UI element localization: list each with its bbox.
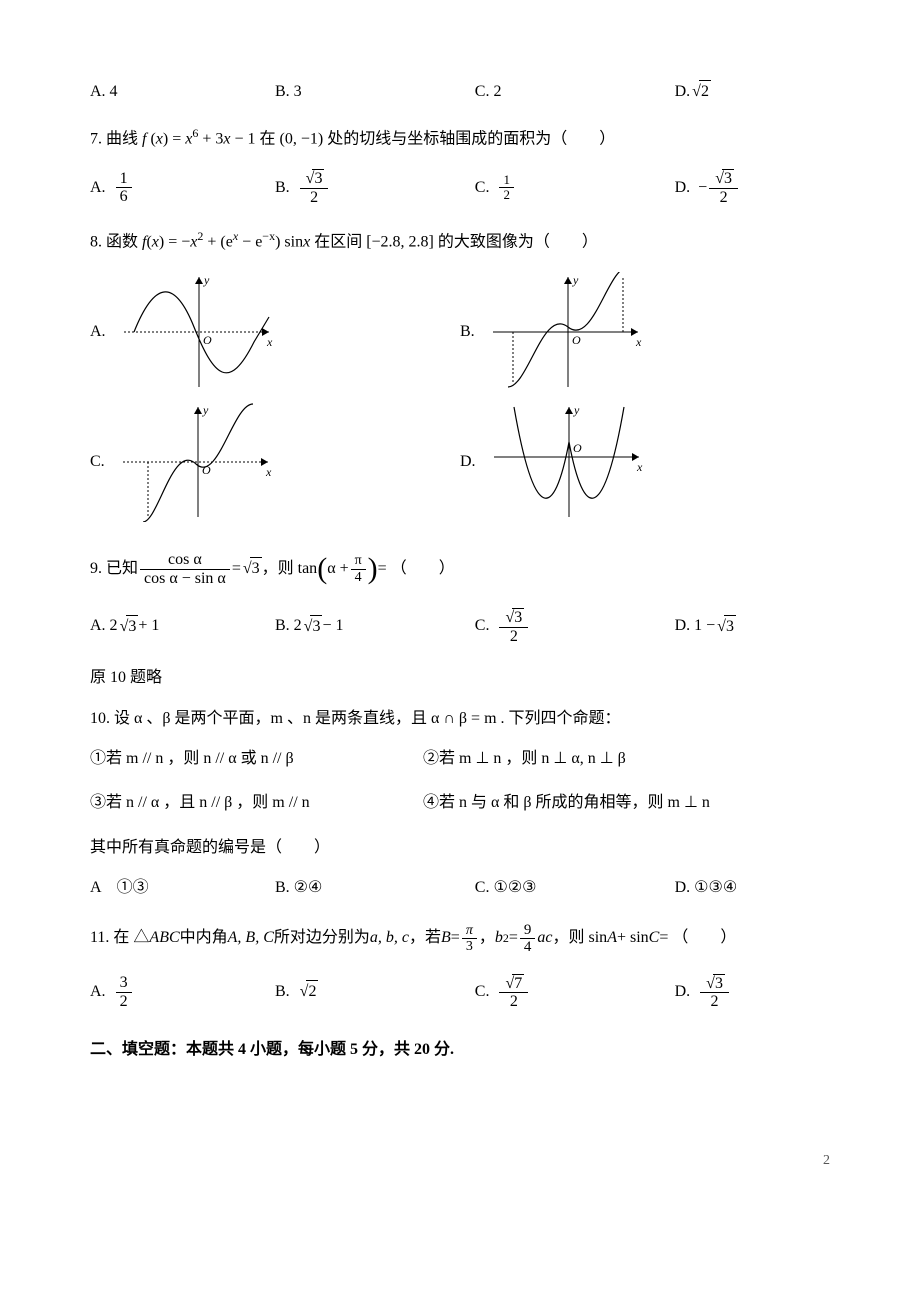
q8-graph-b: B. y x O	[460, 272, 830, 392]
q9-opt-a: A. 23 + 1	[90, 615, 275, 638]
page-number: 2	[90, 1151, 830, 1171]
svg-text:y: y	[573, 403, 580, 417]
q10-opt-b: B. ②④	[275, 877, 475, 899]
q11-opt-c: C. 72	[475, 974, 675, 1011]
svg-text:x: x	[265, 465, 272, 479]
svg-text:x: x	[635, 335, 642, 349]
q6-opt-a: A. 4	[90, 81, 275, 103]
q8-plot-b-svg: y x O	[483, 272, 653, 392]
q10-opt-d: D. ①③④	[675, 877, 830, 899]
q9-stem: 9. 已知 cos αcos α − sin α = 3 ，则 tan ( α …	[90, 548, 455, 590]
q9-opt-c: C. 32	[475, 608, 675, 645]
q6-options: A. 4 B. 3 C. 2 D. 2	[90, 80, 830, 103]
q8-graphs-row1: A. y x O B. y x O	[90, 272, 830, 392]
q8-stem: 8. 函数 f(x) = −x2 + (ex − e−x) sinx 在区间 […	[90, 228, 830, 254]
q8-graphs-row2: C. y x O D. y x O	[90, 402, 830, 522]
q11-opt-a: A. 32	[90, 974, 275, 1010]
svg-text:O: O	[573, 441, 582, 455]
svg-text:y: y	[203, 273, 210, 287]
q7-opt-a: A. 16	[90, 170, 275, 206]
q7-stem: 7. 曲线 f (x) = x6 + 3x − 1 在 (0, −1) 处的切线…	[90, 125, 830, 151]
q10-concl: 其中所有真命题的编号是（ ）	[90, 837, 830, 859]
section2-heading: 二、填空题：本题共 4 小题，每小题 5 分，共 20 分.	[90, 1039, 830, 1061]
svg-text:O: O	[203, 333, 212, 347]
q10-options: A ①③ B. ②④ C. ①②③ D. ①③④	[90, 877, 830, 899]
q8-plot-c-svg: y x O	[113, 402, 283, 522]
q9-options: A. 23 + 1 B. 23 − 1 C. 32 D. 1 − 3	[90, 608, 830, 645]
q7-opt-b: B. 32	[275, 169, 475, 206]
q6-opt-b: B. 3	[275, 81, 475, 103]
q10-props-1: ①若 m // n ，则 n // α 或 n // β ②若 m ⊥ n ，则…	[90, 748, 830, 770]
q6-opt-d: D. 2	[675, 80, 830, 103]
q10-stem: 10. 设 α 、β 是两个平面，m 、n 是两条直线，且 α ∩ β = m …	[90, 708, 830, 730]
svg-text:x: x	[636, 460, 643, 474]
q8-graph-d: D. y x O	[460, 402, 830, 522]
q11-stem: 11. 在 △ABC 中内角 A, B, C 所对边分别为 a, b, c ，若…	[90, 922, 736, 956]
skip-note: 原 10 题略	[90, 667, 830, 689]
q7-options: A. 16 B. 32 C. 12 D. − 32	[90, 169, 830, 206]
q9-opt-d: D. 1 − 3	[675, 615, 830, 638]
q10-props-2: ③若 n // α ，且 n // β ，则 m // n ④若 n 与 α 和…	[90, 792, 830, 814]
q8-plot-a-svg: y x O	[114, 272, 284, 392]
q8-graph-a: A. y x O	[90, 272, 460, 392]
q8-graph-c: C. y x O	[90, 402, 460, 522]
q11-opt-b: B. 2	[275, 980, 475, 1003]
svg-text:y: y	[202, 403, 209, 417]
q6-opt-c: C. 2	[475, 81, 675, 103]
svg-text:x: x	[266, 335, 273, 349]
q10-opt-a: A ①③	[90, 877, 275, 899]
q7-opt-d: D. − 32	[675, 169, 830, 206]
q7-opt-c: C. 12	[475, 173, 675, 203]
q10-opt-c: C. ①②③	[475, 877, 675, 899]
q11-opt-d: D. 32	[675, 974, 830, 1011]
q11-options: A. 32 B. 2 C. 72 D. 32	[90, 974, 830, 1011]
svg-text:y: y	[572, 273, 579, 287]
q9-opt-b: B. 23 − 1	[275, 615, 475, 638]
svg-text:O: O	[572, 333, 581, 347]
q8-plot-d-svg: y x O	[484, 402, 654, 522]
